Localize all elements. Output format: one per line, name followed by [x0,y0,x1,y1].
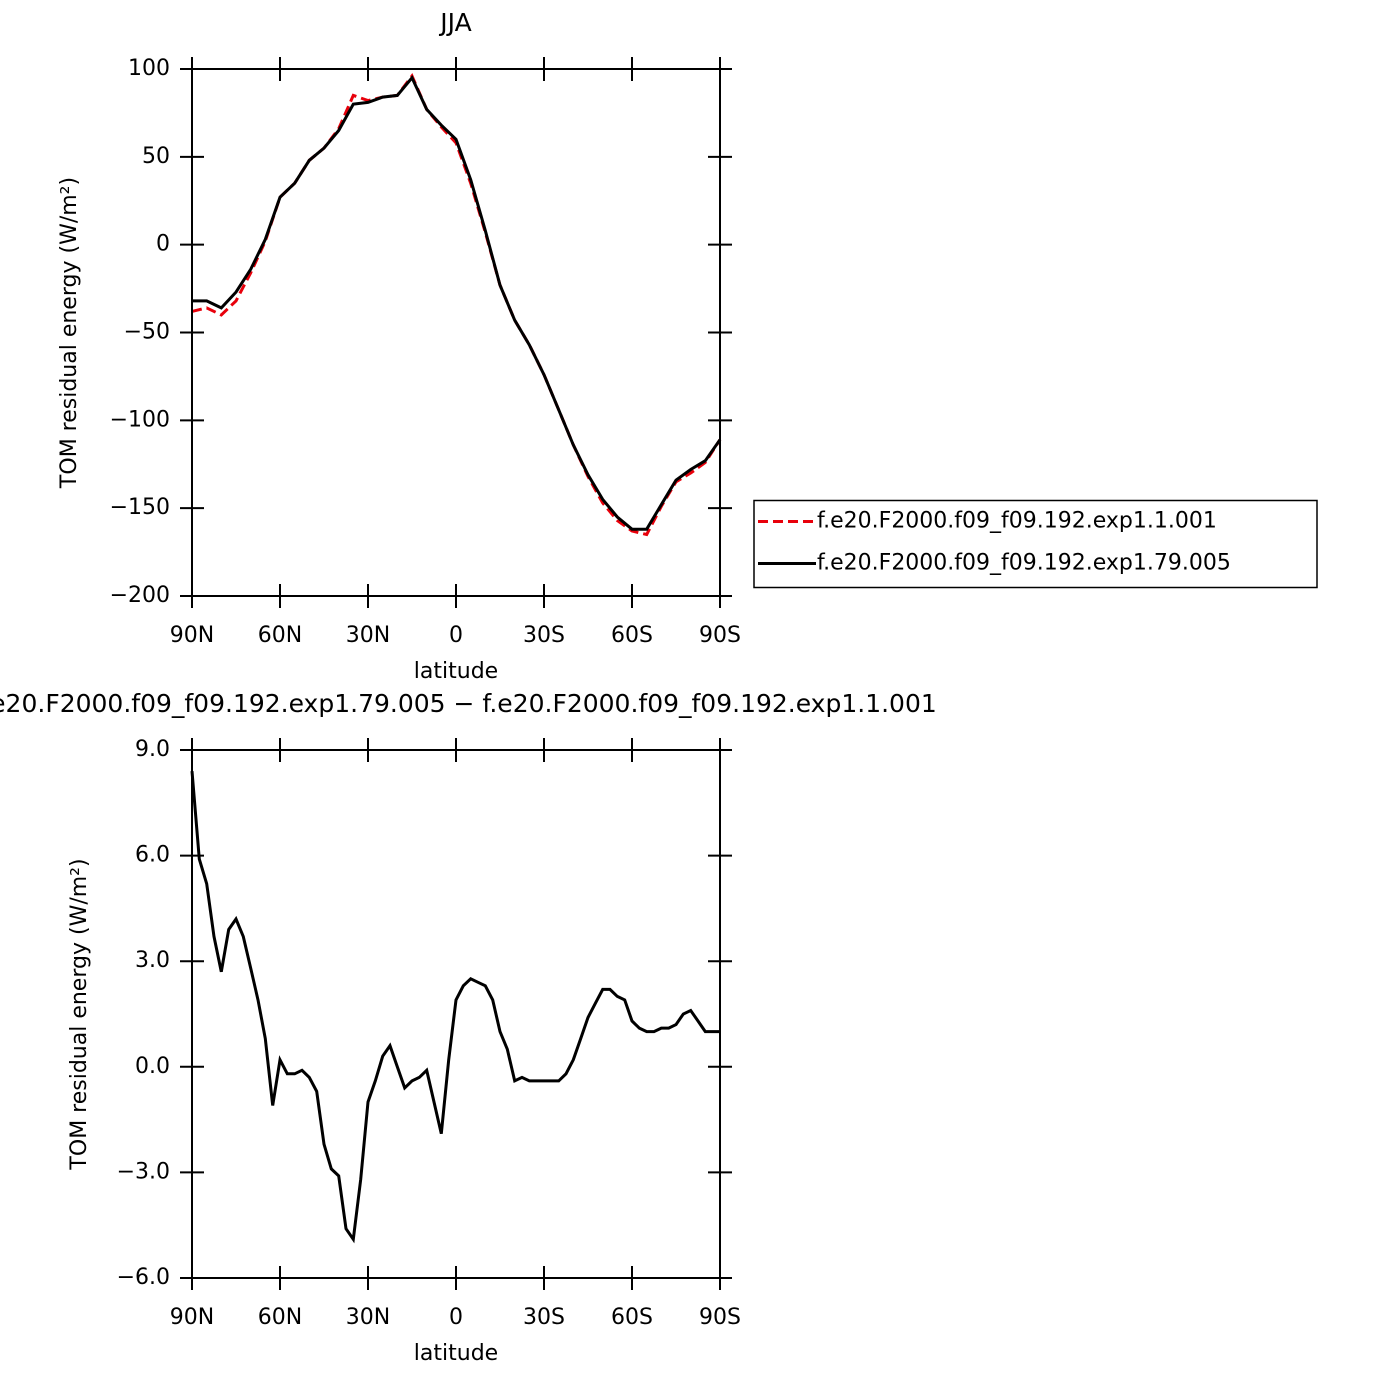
y-axis-label: TOM residual energy (W/m²) [67,858,92,1170]
x-tick-label: 90S [699,623,741,648]
legend-label: f.e20.F2000.f09_f09.192.exp1.79.005 [817,551,1231,576]
x-tick-label: 0 [449,623,463,648]
x-tick-label: 30N [346,1305,390,1330]
x-tick-label: 0 [449,1305,463,1330]
chart-title: f.e20.F2000.f09_f09.192.exp1.79.005 − f.… [0,689,937,718]
y-tick-label: 6.0 [135,843,170,868]
y-tick-label: 0.0 [135,1054,170,1079]
x-axis-label: latitude [414,659,498,684]
x-tick-label: 60S [611,623,653,648]
x-tick-label: 60N [258,1305,302,1330]
y-tick-label: 0 [156,232,170,257]
x-tick-label: 60S [611,1305,653,1330]
y-tick-label: −100 [110,407,170,432]
y-tick-label: −3.0 [117,1159,170,1184]
legend-label: f.e20.F2000.f09_f09.192.exp1.1.001 [817,509,1217,534]
data-line [192,75,722,531]
data-line [191,73,722,537]
y-tick-label: −50 [124,320,170,345]
x-axis-label: latitude [414,1341,498,1366]
x-tick-label: 30S [523,1305,565,1330]
y-axis-label: TOM residual energy (W/m²) [57,177,82,489]
chart-title: JJA [438,8,471,37]
y-tick-label: 3.0 [135,948,170,973]
x-tick-label: 60N [258,623,302,648]
y-tick-label: 50 [142,144,170,169]
y-tick-label: −6.0 [117,1265,170,1290]
plot-frame [191,749,721,1279]
y-tick-label: −150 [110,495,170,520]
x-tick-label: 30S [523,623,565,648]
x-tick-label: 90S [699,1305,741,1330]
y-tick-label: 100 [128,56,170,81]
y-tick-label: −200 [110,583,170,608]
x-tick-label: 30N [346,623,390,648]
plot-frame [191,68,721,597]
x-tick-label: 90N [170,623,214,648]
y-tick-label: 9.0 [135,737,170,762]
data-line [190,770,720,1244]
legend-box [753,499,1318,589]
x-tick-label: 90N [170,1305,214,1330]
